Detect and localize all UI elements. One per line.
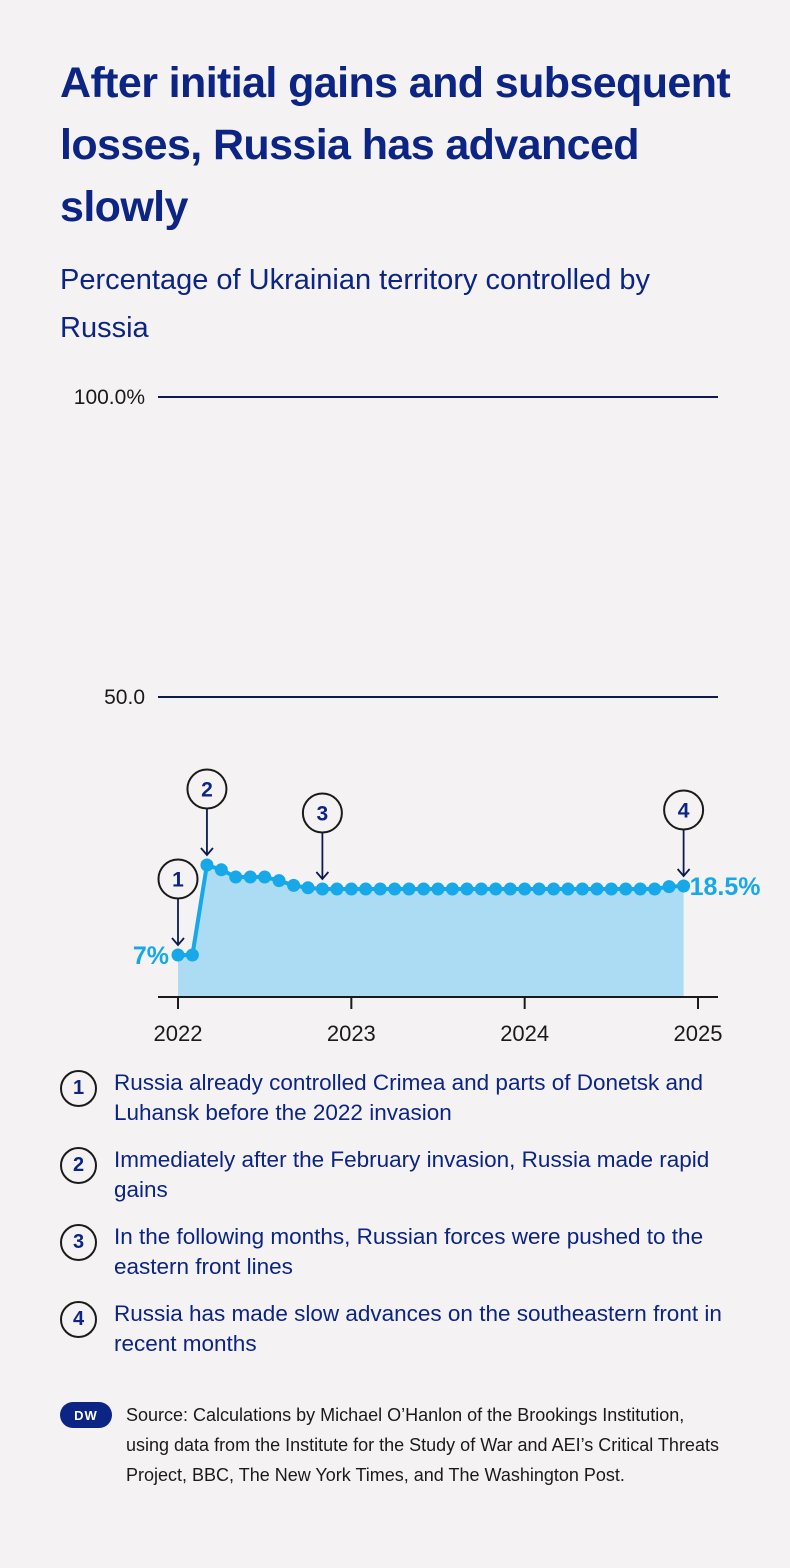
data-point-30 <box>604 882 618 896</box>
data-point-2 <box>200 858 214 872</box>
marker-2-number: 2 <box>201 779 213 802</box>
annotation-list: 1 Russia already controlled Crimea and p… <box>60 1068 740 1376</box>
data-point-23 <box>503 882 517 896</box>
source-text: Source: Calculations by Michael O’Hanlon… <box>126 1405 719 1485</box>
x-tick-label-3: 2025 <box>674 1021 723 1046</box>
annotation-1: 1 Russia already controlled Crimea and p… <box>60 1068 740 1128</box>
data-point-26 <box>547 882 561 896</box>
x-tick-label-1: 2023 <box>327 1021 376 1046</box>
data-point-15 <box>388 882 402 896</box>
data-point-6 <box>258 870 272 884</box>
marker-4-arrow-head <box>676 868 691 878</box>
dw-logo: DW <box>60 1402 112 1428</box>
annotation-3: 3 In the following months, Russian force… <box>60 1222 740 1282</box>
chart-title: After initial gains and subsequent losse… <box>60 59 731 231</box>
marker-3-arrow-head <box>315 871 330 881</box>
annotation-2-text: Immediately after the February invasion,… <box>114 1147 710 1202</box>
annotation-2-number: 2 <box>60 1147 97 1184</box>
data-point-33 <box>648 882 662 896</box>
marker-2-circle <box>186 768 228 810</box>
marker-4-circle <box>663 789 705 831</box>
y-tick-label-1: 50.0 <box>104 686 145 709</box>
data-point-35 <box>677 879 691 893</box>
data-point-0 <box>171 948 185 962</box>
data-point-27 <box>561 882 575 896</box>
marker-1-number: 1 <box>172 869 184 892</box>
data-point-25 <box>532 882 546 896</box>
data-point-14 <box>373 882 387 896</box>
data-point-4 <box>229 870 243 884</box>
x-tick-label-0: 2022 <box>154 1021 203 1046</box>
data-point-11 <box>330 882 344 896</box>
annotation-1-number: 1 <box>60 1070 97 1107</box>
territory-area-chart: 100.0% 50.0 2022 2023 2024 2025 7% 18.5% 1 2 3 4 <box>74 386 761 1046</box>
data-point-13 <box>359 882 373 896</box>
data-point-34 <box>662 880 676 894</box>
value-label-0: 7% <box>133 942 169 970</box>
annotation-1-text: Russia already controlled Crimea and par… <box>114 1070 704 1125</box>
annotation-4-number: 4 <box>60 1301 97 1338</box>
data-point-31 <box>619 882 633 896</box>
data-point-21 <box>474 882 488 896</box>
marker-1-arrow-head <box>171 937 185 947</box>
chart-subtitle: Percentage of Ukrainian territory contro… <box>60 264 650 344</box>
x-tick-label-2: 2024 <box>500 1021 549 1046</box>
marker-3-number: 3 <box>317 803 329 826</box>
annotation-4-text: Russia has made slow advances on the sou… <box>114 1301 722 1356</box>
data-point-18 <box>431 882 445 896</box>
data-point-9 <box>301 881 315 895</box>
value-label-1: 18.5% <box>690 873 761 901</box>
annotation-3-number: 3 <box>60 1224 97 1261</box>
data-point-8 <box>287 878 301 892</box>
data-point-32 <box>633 882 647 896</box>
data-point-10 <box>315 882 329 896</box>
data-point-19 <box>445 882 459 896</box>
data-point-12 <box>344 882 358 896</box>
data-point-16 <box>402 882 416 896</box>
data-point-24 <box>518 882 532 896</box>
annotation-3-text: In the following months, Russian forces … <box>114 1224 704 1279</box>
data-point-1 <box>185 948 199 962</box>
source-footer: DW Source: Calculations by Michael O’Han… <box>60 1400 730 1490</box>
y-tick-label-0: 100.0% <box>74 386 145 409</box>
marker-3-circle <box>301 792 343 834</box>
data-point-5 <box>243 870 257 884</box>
data-point-20 <box>460 882 474 896</box>
data-point-29 <box>590 882 604 896</box>
marker-4-number: 4 <box>678 800 690 823</box>
area-fill <box>178 865 684 997</box>
marker-1-circle <box>157 858 199 900</box>
data-point-17 <box>417 882 431 896</box>
annotation-2: 2 Immediately after the February invasio… <box>60 1145 740 1205</box>
data-point-7 <box>272 874 286 888</box>
data-point-22 <box>489 882 503 896</box>
data-point-3 <box>214 863 228 877</box>
data-point-28 <box>575 882 589 896</box>
marker-2-arrow-head <box>200 847 214 857</box>
annotation-4: 4 Russia has made slow advances on the s… <box>60 1299 740 1359</box>
